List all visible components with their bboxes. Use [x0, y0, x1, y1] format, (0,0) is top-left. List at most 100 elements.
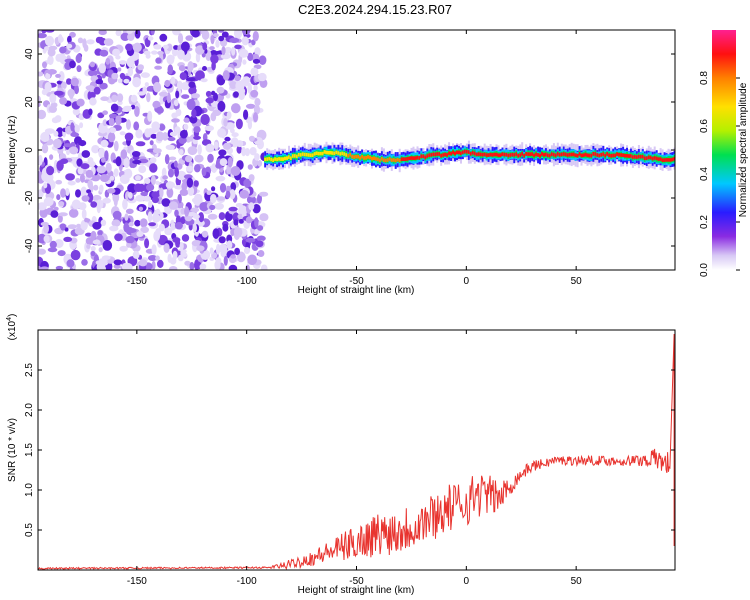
noise-speckle [86, 244, 91, 249]
noise-speckle [38, 71, 44, 77]
ridge-core [663, 158, 666, 162]
page-title: C2E3.2024.294.15.23.R07 [298, 2, 452, 17]
noise-speckle [159, 33, 168, 42]
noise-speckle [253, 84, 258, 92]
noise-speckle [174, 167, 180, 178]
ridge-core [301, 152, 304, 156]
ridge-core [284, 156, 286, 161]
noise-speckle [148, 222, 157, 227]
noise-speckle [214, 202, 225, 210]
noise-speckle [257, 72, 267, 82]
noise-speckle [252, 204, 261, 214]
ridge-core [493, 152, 496, 157]
ridge-core [533, 153, 536, 158]
y-tick-label: 0.5 [24, 523, 35, 537]
ridge-core [367, 155, 369, 159]
noise-speckle [151, 121, 160, 131]
noise-speckle [155, 180, 160, 185]
noise-speckle [231, 46, 236, 56]
ridge-core [402, 157, 405, 161]
noise-speckle [72, 107, 80, 116]
noise-speckle [220, 248, 229, 258]
ridge-core [266, 157, 269, 161]
noise-speckle [174, 222, 183, 230]
ridge-core [669, 158, 672, 162]
noise-speckle [234, 44, 242, 50]
noise-speckle [153, 44, 162, 50]
noise-speckle [247, 82, 252, 94]
noise-speckle [83, 44, 89, 52]
ridge-core [404, 157, 407, 161]
ridge-core [586, 153, 589, 158]
noise-speckle [174, 126, 181, 134]
ridge-core [282, 157, 284, 161]
noise-speckle [248, 174, 255, 182]
noise-speckle [151, 244, 157, 255]
ridge-core [545, 152, 547, 157]
noise-speckle [210, 34, 215, 45]
noise-speckle [256, 235, 266, 242]
noise-speckle [43, 235, 50, 243]
noise-speckle [228, 206, 238, 212]
noise-speckle [84, 217, 89, 223]
snr-x-label: Height of straight line (km) [298, 585, 415, 596]
ridge-core [416, 155, 419, 160]
ridge-core [323, 150, 326, 154]
noise-speckle [225, 190, 231, 199]
noise-speckle [87, 180, 93, 189]
noise-speckle [172, 237, 181, 243]
ridge-core [576, 153, 579, 158]
ridge-core [592, 152, 595, 156]
ridge-core [568, 152, 571, 157]
ridge-core [643, 156, 646, 160]
spectrogram-y-label: Frequency (Hz) [7, 116, 18, 185]
ridge-core [570, 152, 573, 157]
ridge-core [463, 149, 466, 154]
noise-speckle [123, 78, 130, 84]
noise-speckle [218, 35, 225, 42]
ridge-core [375, 157, 377, 161]
ridge-core [274, 157, 277, 161]
noise-speckle [54, 115, 62, 123]
noise-speckle [76, 158, 83, 167]
noise-speckle [254, 98, 261, 107]
noise-speckle [191, 240, 202, 247]
ridge-core [295, 154, 298, 159]
ridge-core [673, 156, 675, 161]
ridge-core [355, 154, 358, 159]
snr-frame [37, 329, 676, 571]
noise-speckle [96, 165, 107, 174]
ridge-core [564, 152, 567, 157]
noise-speckle [159, 124, 166, 131]
noise-speckle [187, 61, 194, 72]
noise-speckle [70, 122, 75, 132]
ridge-core [523, 153, 526, 158]
ridge-core [543, 153, 545, 157]
noise-speckle [126, 57, 135, 68]
noise-speckle [177, 33, 184, 44]
noise-speckle [219, 158, 228, 167]
noise-speckle [134, 219, 141, 227]
noise-speckle [138, 165, 147, 174]
colorbar-tick-label: 0.2 [699, 215, 710, 229]
ridge-core [442, 153, 445, 157]
noise-speckle [173, 99, 179, 107]
ridge-core [628, 154, 630, 158]
noise-speckle [76, 65, 82, 73]
noise-speckle [56, 80, 63, 85]
noise-speckle [238, 219, 244, 224]
noise-speckle [238, 254, 246, 260]
ridge-core [651, 156, 654, 161]
noise-speckle [85, 85, 95, 91]
ridge-core [467, 150, 470, 154]
noise-speckle [138, 206, 144, 211]
noise-speckle [233, 91, 239, 98]
noise-speckle [63, 236, 73, 242]
noise-speckle [229, 81, 237, 89]
noise-speckle [147, 255, 158, 261]
noise-speckle [173, 45, 179, 50]
noise-speckle [234, 75, 241, 82]
noise-speckle [59, 97, 68, 105]
x-tick-label: -50 [349, 276, 364, 287]
y-tick-label: 1.5 [24, 443, 35, 457]
